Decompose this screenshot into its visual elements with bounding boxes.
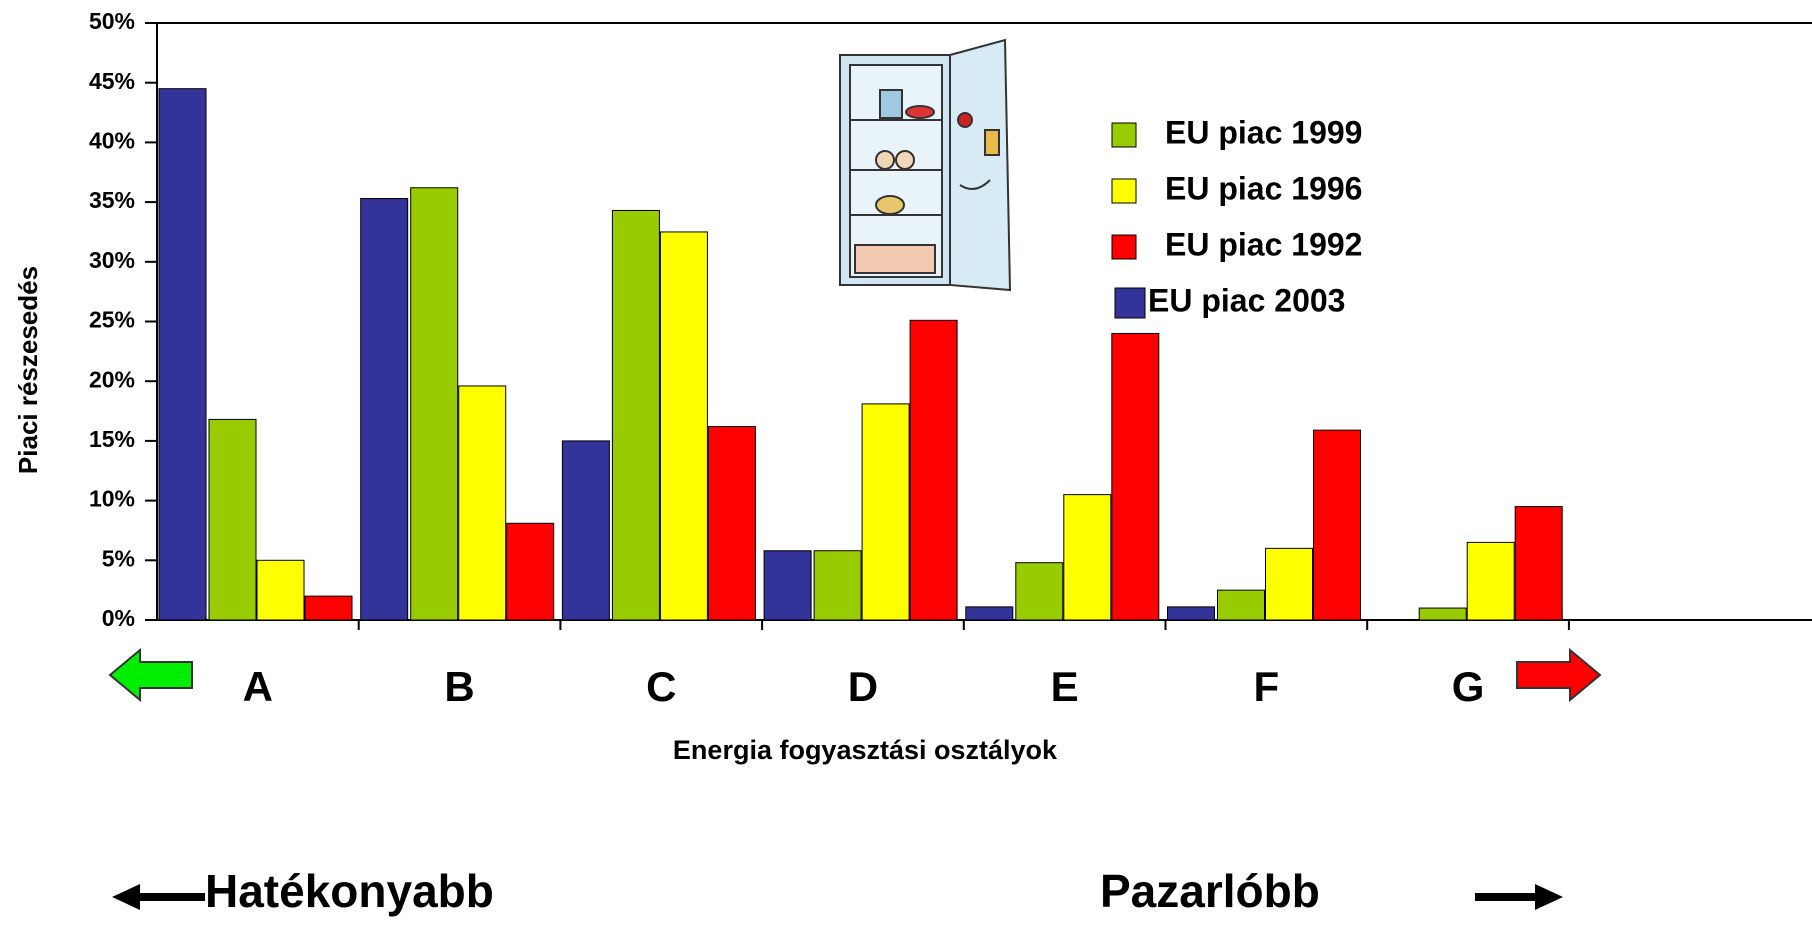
x-tick-label: E: [1051, 663, 1079, 710]
bar: [1466, 541, 1515, 621]
legend-label: EU piac 1999: [1165, 114, 1362, 150]
bar: [158, 88, 207, 621]
bar: [1265, 547, 1313, 621]
bar: [861, 403, 910, 621]
left-arrow: [112, 884, 205, 910]
bar: [611, 209, 660, 621]
green-arrow: [108, 647, 193, 703]
y-tick-label: 10%: [89, 486, 135, 512]
x-axis-label: Energia fogyasztási osztályok: [673, 735, 1058, 765]
x-tick-label: F: [1254, 663, 1280, 710]
bar: [1418, 607, 1467, 621]
y-tick-label: 45%: [89, 68, 135, 94]
bar: [1063, 494, 1112, 621]
bar: [410, 187, 459, 621]
bar: [707, 426, 756, 621]
bar: [304, 595, 353, 621]
legend-label: EU piac 2003: [1148, 282, 1345, 318]
bar: [360, 198, 409, 621]
bar: [561, 440, 610, 621]
bar: [1015, 562, 1064, 621]
x-tick-label: D: [848, 663, 878, 710]
y-axis-label: Piaci részesedés: [13, 266, 43, 474]
legend-swatch: [1114, 287, 1146, 319]
x-tick-label: A: [243, 663, 273, 710]
bar: [256, 559, 305, 621]
left-note: Hatékonyabb: [205, 865, 494, 917]
y-tick-label: 5%: [102, 545, 135, 571]
y-tick-label: 30%: [89, 247, 135, 273]
legend-swatch: [1111, 234, 1137, 260]
y-tick-label: 15%: [89, 426, 135, 452]
right-note: Pazarlóbb: [1100, 865, 1320, 917]
x-tick-label: C: [646, 663, 676, 710]
fridge-illustration: [839, 38, 1012, 292]
legend-swatch: [1111, 178, 1137, 204]
y-tick-label: 50%: [89, 8, 135, 34]
bar: [458, 385, 507, 621]
y-tick-label: 40%: [89, 127, 135, 153]
y-tick-label: 20%: [89, 366, 135, 392]
bar: [1217, 589, 1265, 621]
x-tick-label: B: [444, 663, 474, 710]
bar: [965, 606, 1014, 621]
bar: [909, 319, 958, 621]
bar: [1111, 332, 1160, 621]
y-tick-label: 25%: [89, 307, 135, 333]
bar: [506, 522, 555, 621]
bar: [1167, 606, 1215, 621]
bar: [1313, 429, 1361, 621]
legend-swatch: [1111, 122, 1137, 148]
legend-label: EU piac 1996: [1165, 170, 1362, 206]
y-tick-label: 35%: [89, 187, 135, 213]
bar: [813, 550, 862, 621]
bar: [208, 418, 257, 621]
right-arrow: [1475, 884, 1563, 910]
red-arrow: [1516, 647, 1602, 703]
y-tick-label: 0%: [102, 605, 135, 631]
bar: [763, 550, 812, 621]
bar: [1514, 506, 1563, 621]
bar: [659, 231, 708, 621]
legend-label: EU piac 1992: [1165, 226, 1362, 262]
x-tick-label: G: [1452, 663, 1485, 710]
